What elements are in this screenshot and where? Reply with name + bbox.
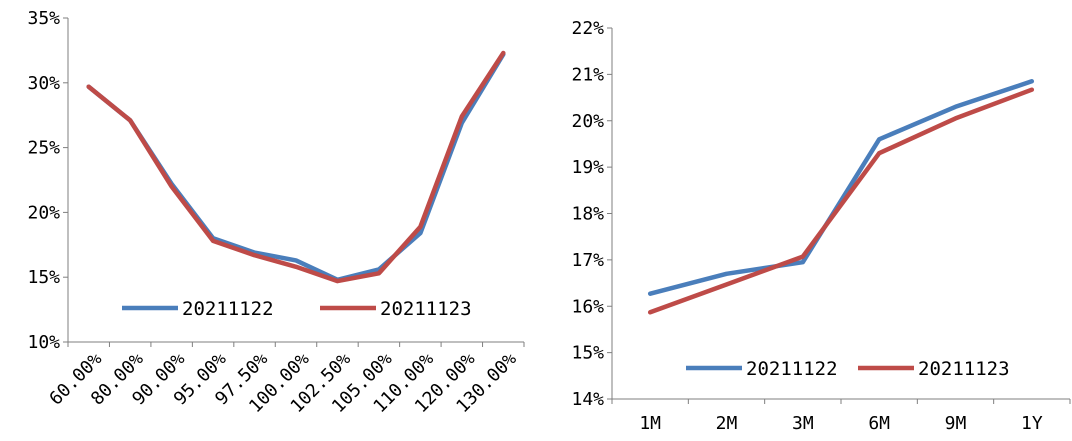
x-tick-label: 1Y	[1021, 413, 1043, 434]
legend-label: 20211122	[182, 298, 274, 320]
legend-label: 20211122	[746, 358, 838, 380]
x-tick-label: 3M	[792, 413, 814, 434]
y-tick-label: 22%	[571, 18, 604, 39]
chart-term-structure-volatility: 14% 15% 16% 17% 18% 19% 20% 21% 22% 1M 2M 3M 6M 9M 1Y 2…	[571, 18, 1071, 434]
x-tick-label: 9M	[945, 413, 967, 434]
y-tick-label: 25%	[27, 138, 60, 159]
y-tick-label: 10%	[27, 332, 60, 353]
y-tick-label: 17%	[571, 250, 604, 271]
y-tick-label: 18%	[571, 204, 604, 225]
y-tick-label: 14%	[571, 389, 604, 410]
y-tick-label: 20%	[27, 202, 60, 223]
x-tick-label: 2M	[716, 413, 738, 434]
y-tick-label: 21%	[571, 64, 604, 85]
series-line-20211123	[86, 50, 506, 284]
series-line-20211122	[647, 79, 1035, 296]
x-tick-label: 6M	[868, 413, 890, 434]
y-tick-label: 19%	[571, 157, 604, 178]
y-tick-label: 20%	[571, 111, 604, 132]
x-tick-label: 1M	[639, 413, 661, 434]
y-tick-label: 15%	[571, 343, 604, 364]
y-tick-label: 30%	[27, 73, 60, 94]
chart-moneyness-volatility: 10%15%20%25%30%35%60.00%80.00%90.00%95.0…	[27, 8, 525, 417]
y-tick-label: 15%	[27, 267, 60, 288]
legend-label: 20211123	[918, 358, 1010, 380]
y-tick-label: 35%	[27, 8, 60, 29]
y-tick-label: 16%	[571, 296, 604, 317]
series-line-20211123	[647, 87, 1035, 315]
legend-label: 20211123	[380, 298, 472, 320]
